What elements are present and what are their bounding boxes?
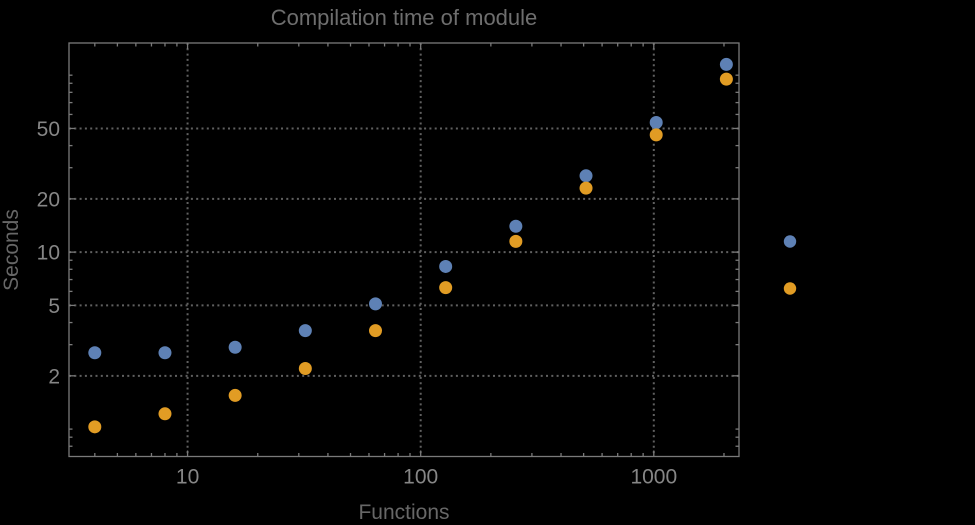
data-point-series-orange-x32 — [298, 361, 312, 375]
data-point-series-blue-x128 — [439, 259, 453, 273]
data-point-layer — [88, 57, 733, 434]
y-tick-label-50: 50 — [37, 118, 60, 141]
frame-layer — [68, 42, 740, 458]
x-tick-label-10: 10 — [176, 466, 199, 489]
y-axis-label: Seconds — [0, 209, 23, 291]
x-tick-label-100: 100 — [403, 466, 438, 489]
chart-title: Compilation time of module — [271, 5, 538, 30]
legend-marker-0 — [783, 235, 797, 248]
grid-layer — [69, 43, 739, 457]
data-point-series-blue-x16 — [228, 340, 242, 354]
data-point-series-blue-x1024 — [649, 116, 663, 130]
data-point-series-orange-x1024 — [649, 128, 663, 142]
data-point-series-blue-x512 — [579, 169, 593, 183]
data-point-series-blue-x4 — [88, 346, 102, 360]
legend — [783, 235, 797, 295]
data-point-series-orange-x8 — [158, 407, 172, 421]
data-point-series-orange-x256 — [509, 234, 523, 248]
data-point-series-blue-x256 — [509, 219, 523, 233]
data-point-series-orange-x64 — [369, 324, 383, 338]
x-tick-label-1000: 1000 — [630, 466, 677, 489]
data-point-series-blue-x32 — [298, 324, 312, 338]
x-axis-label: Functions — [358, 501, 449, 524]
data-point-series-orange-x16 — [228, 388, 242, 402]
data-point-series-orange-x512 — [579, 181, 593, 195]
data-point-series-orange-x4 — [88, 420, 102, 434]
y-tick-label-10: 10 — [37, 242, 60, 265]
y-tick-label-5: 5 — [48, 295, 60, 318]
data-point-series-blue-x8 — [158, 346, 172, 360]
tick-layer — [69, 43, 739, 457]
y-tick-label-20: 20 — [37, 188, 60, 211]
y-tick-label-2: 2 — [48, 365, 60, 388]
data-point-series-blue-x2048 — [719, 57, 733, 71]
legend-marker-1 — [783, 282, 797, 295]
data-point-series-orange-x128 — [439, 281, 453, 295]
data-point-series-blue-x64 — [369, 297, 383, 311]
plot-frame — [68, 42, 740, 458]
tick-label-layer: 10 100 1000 2 5 10 20 50 — [37, 118, 678, 489]
data-point-series-orange-x2048 — [719, 72, 733, 86]
